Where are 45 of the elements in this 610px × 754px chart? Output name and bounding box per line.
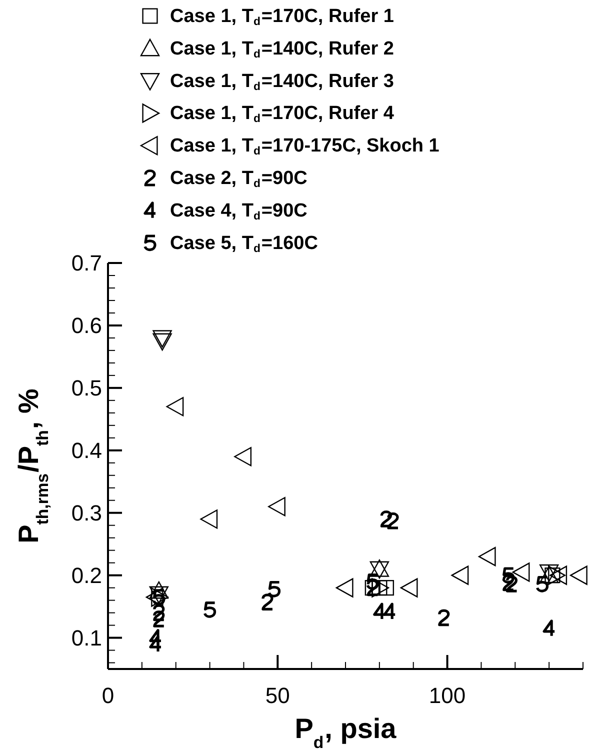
x-tick-label: 50 — [265, 683, 290, 708]
point — [383, 602, 396, 620]
point — [166, 397, 184, 416]
x-axis-title: P$_{d}$, psia — [294, 713, 397, 752]
point — [373, 602, 386, 620]
x-tick-label: 0 — [102, 683, 114, 708]
point — [380, 510, 393, 528]
point — [262, 594, 274, 610]
y-tick-label: 0.6 — [71, 312, 102, 338]
legend-label: Case 4, T$_{d}$=90C — [170, 200, 308, 222]
point — [451, 566, 469, 585]
legend-label: Case 5, T$_{d}$=160C — [170, 232, 318, 255]
point — [400, 578, 418, 598]
point — [336, 578, 354, 598]
point — [512, 562, 530, 582]
point — [203, 602, 216, 618]
legend-label: Case 1, T$_{d}$=170-175C, Skoch 1 — [170, 135, 440, 158]
point — [200, 509, 218, 529]
legend-label: Case 1, T$_{d}$=140C, Rufer 2 — [170, 38, 394, 60]
point — [149, 586, 168, 604]
legend-label: Case 1, T$_{d}$=170C, Rufer 4 — [170, 102, 394, 126]
y-tick-label: 0.1 — [71, 625, 102, 650]
point — [152, 330, 172, 348]
point — [536, 576, 549, 592]
point — [153, 604, 166, 622]
point — [153, 610, 166, 628]
point — [234, 447, 252, 466]
point — [387, 512, 400, 530]
point — [149, 581, 168, 599]
y-tick-label: 0.4 — [71, 438, 102, 463]
legend-label: Case 2, T$_{d}$=90C — [170, 168, 308, 190]
y-tick-label: 0.3 — [71, 500, 102, 526]
point — [438, 609, 450, 626]
point — [570, 566, 588, 585]
legend-label: Case 1, T$_{d}$=170C, Rufer 1 — [170, 6, 394, 28]
y-tick-label: 0.2 — [71, 562, 102, 588]
point — [478, 546, 496, 566]
point — [542, 620, 556, 638]
point — [268, 497, 286, 516]
legend-label: Case 1, T$_{d}$=140C, Rufer 3 — [170, 70, 394, 93]
y-tick-label: 0.7 — [71, 250, 102, 276]
y-tick-label: 0.5 — [71, 375, 102, 400]
x-tick-label: 100 — [428, 683, 466, 708]
point — [152, 333, 172, 351]
point — [268, 580, 281, 598]
